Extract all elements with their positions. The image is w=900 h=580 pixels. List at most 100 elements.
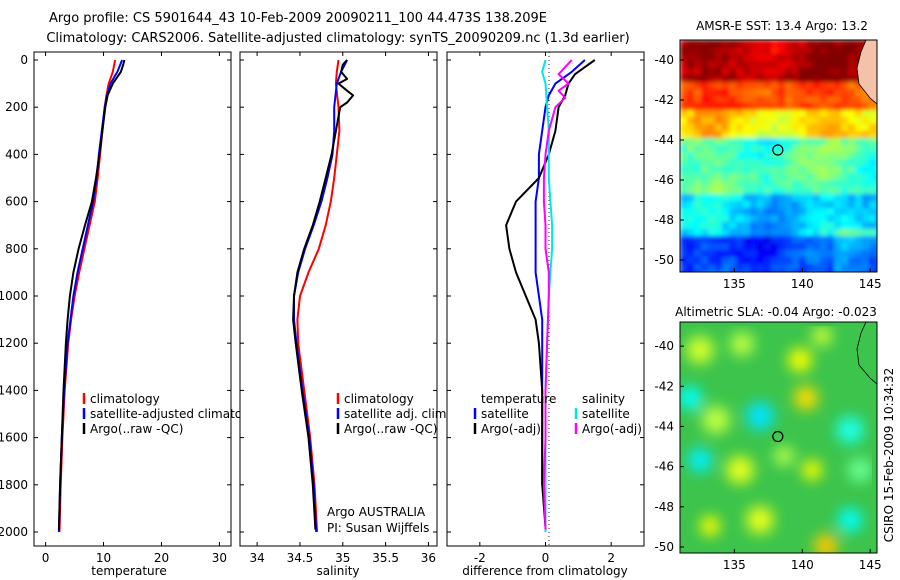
sst-cell (687, 257, 695, 265)
sst-cell (778, 194, 786, 202)
sst-cell (834, 159, 842, 167)
depth-tick-label: 1600 (0, 431, 28, 445)
sst-cell (813, 54, 821, 62)
sst-cell (715, 229, 723, 237)
salinity-legend: climatology satellite adj. clim. Argo(..… (336, 392, 450, 436)
sst-cell (862, 131, 870, 139)
sst-cell (862, 117, 870, 125)
sst-cell (722, 180, 730, 188)
sst-cell (771, 187, 779, 195)
sst-cell (848, 180, 856, 188)
sst-cell (813, 208, 821, 216)
sst-cell (680, 180, 688, 188)
sst-cell (855, 187, 863, 195)
sst-cell (694, 61, 702, 69)
lat-tick-label: -50 (654, 253, 674, 267)
sst-cell (701, 208, 709, 216)
sst-cell (799, 61, 807, 69)
salinity-depth-ticks (240, 59, 437, 533)
sst-cell (715, 68, 723, 76)
sla-anomaly-blob (702, 406, 730, 434)
sst-cell (862, 152, 870, 160)
sst-cell (680, 264, 688, 272)
sst-cell (729, 257, 737, 265)
sst-cell (778, 138, 786, 146)
sst-cell (729, 194, 737, 202)
sst-cell (869, 110, 877, 118)
sst-cell (764, 222, 772, 230)
sst-cell (834, 54, 842, 62)
sst-cell (771, 257, 779, 265)
sst-cell (820, 243, 828, 251)
sst-cell (806, 138, 814, 146)
sst-cell (680, 117, 688, 125)
sst-cell (806, 145, 814, 153)
sst-cell (736, 166, 744, 174)
sst-cell (764, 166, 772, 174)
lat-tick-label: -44 (654, 419, 674, 433)
sst-cell (715, 250, 723, 258)
sst-cell (680, 40, 688, 48)
sst-cell (715, 187, 723, 195)
sst-cell (715, 103, 723, 111)
sst-cell (722, 229, 730, 237)
sst-cell (680, 187, 688, 195)
sst-cell (827, 194, 835, 202)
sst-cell (771, 124, 779, 132)
sst-cell (701, 201, 709, 209)
sst-cell (694, 103, 702, 111)
sst-cell (869, 117, 877, 125)
sst-cell (785, 173, 793, 181)
sst-cell (680, 124, 688, 132)
x-tick-label: 2 (607, 551, 615, 565)
sst-cell (694, 110, 702, 118)
sst-cell (736, 68, 744, 76)
sst-cell (862, 166, 870, 174)
sst-cell (778, 40, 786, 48)
sst-cell (757, 257, 765, 265)
sst-cell (708, 82, 716, 90)
sst-cell (722, 208, 730, 216)
sst-cell (722, 152, 730, 160)
sst-cell (827, 187, 835, 195)
sst-cell (799, 166, 807, 174)
sst-cell (687, 201, 695, 209)
sst-cell (743, 187, 751, 195)
sst-cell (743, 47, 751, 55)
sst-cell (750, 145, 758, 153)
sst-cell (848, 145, 856, 153)
sst-cell (841, 201, 849, 209)
sst-cell (806, 222, 814, 230)
sst-cell (813, 145, 821, 153)
sst-cell (820, 89, 828, 97)
sst-cell (848, 257, 856, 265)
sst-cell (708, 194, 716, 202)
sst-cell (862, 194, 870, 202)
sst-cell (764, 61, 772, 69)
sst-cell (827, 208, 835, 216)
sst-cell (834, 82, 842, 90)
sst-cell (778, 229, 786, 237)
sst-cell (792, 110, 800, 118)
sst-cell (799, 243, 807, 251)
sla-coastline (856, 322, 877, 385)
sst-cell (757, 194, 765, 202)
salinity-panel: 34 34.5 35 35.5 36 salinity climatology sate… (239, 51, 450, 578)
sst-cell (778, 236, 786, 244)
sst-cell (757, 229, 765, 237)
sst-cell (792, 145, 800, 153)
pi-label: PI: Susan Wijffels (327, 521, 429, 535)
x-tick-label: 0 (42, 551, 50, 565)
sst-cell (722, 159, 730, 167)
sst-cell (757, 236, 765, 244)
sst-cell (841, 159, 849, 167)
sst-cell (778, 54, 786, 62)
sst-cell (736, 187, 744, 195)
sst-cell (771, 117, 779, 125)
sst-cell (806, 250, 814, 258)
sst-cell (855, 96, 863, 104)
sst-cell (799, 194, 807, 202)
sst-cell (869, 166, 877, 174)
sst-cell (757, 187, 765, 195)
sst-cell (750, 173, 758, 181)
